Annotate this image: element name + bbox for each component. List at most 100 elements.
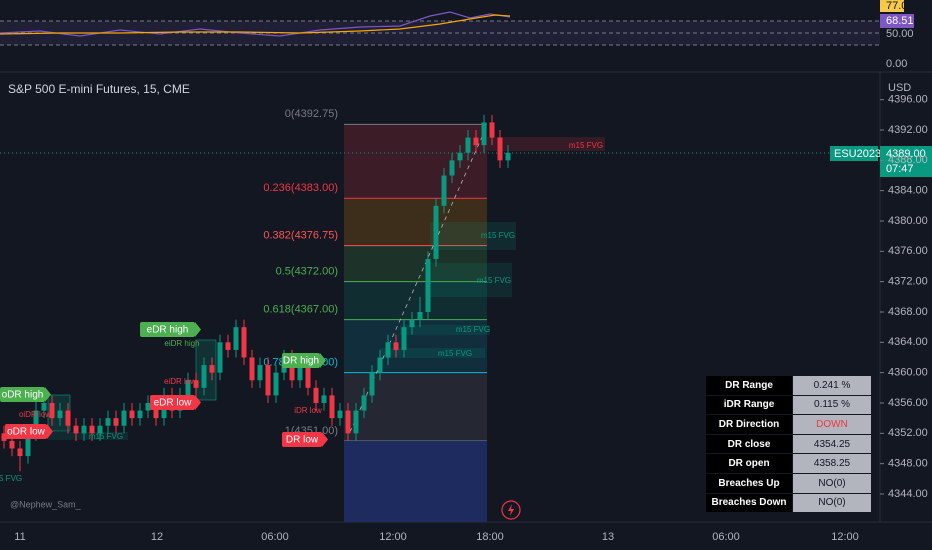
candle-body [81,425,87,434]
stats-value: 4358.25 [792,453,872,474]
candle-body [17,448,23,457]
annotation: m15 FVG [569,141,603,150]
alert-icon[interactable] [501,500,521,520]
dr-tag-label: eDR low [154,398,193,409]
candle-body [425,258,431,312]
alert-icon-bolt [508,504,514,516]
candle-body [185,380,191,396]
stats-key: iDR Range [705,394,793,416]
stats-table: DR Range 0.241 % iDR Range 0.115 % DR Direct… [705,375,872,514]
stats-row: Breaches Up NO(0) [705,472,872,494]
last-price: 4389.00 [886,148,926,160]
annotation: iDR low [294,406,322,415]
candle-body [321,395,327,403]
price-badge [880,146,932,177]
fib-zone [344,281,487,320]
stats-key: DR close [705,433,793,455]
stats-key: DR open [705,453,793,474]
candle-body [233,327,239,350]
dr-tag-pointer [322,432,328,447]
time-tick-label: 06:00 [261,531,289,543]
price-tick-label: 4380.00 [888,215,928,227]
dr-tag-pointer [47,424,53,439]
candle-body [265,365,271,396]
time-tick-label: 11 [14,531,25,543]
annotation: m15 FVG [481,231,515,240]
candle-body [257,365,263,381]
stats-row: DR Direction DOWN [705,414,872,435]
stats-value: DOWN [792,414,872,435]
stats-row: Breaches Down NO(0) [705,492,872,514]
dr-tag-pointer [195,322,201,337]
price-tick-label: 4396.00 [888,94,928,106]
fib-zone [344,319,487,373]
dr-tag [5,424,47,439]
candle-body [97,425,103,434]
indicator-label: 50.00 [886,28,914,40]
candle-body [457,152,463,161]
candle-body [89,425,95,434]
annotation: eiDR low [164,377,196,386]
candle-body [33,410,39,434]
time-tick-label: 18:00 [476,531,504,543]
time-tick-label: 12:00 [831,531,859,543]
chart-title: S&P 500 E-mini Futures, 15, CME [8,82,190,96]
candle-body [105,418,111,426]
candle-body [489,122,495,138]
dr-tag-pointer [195,395,201,410]
candle-body [113,418,119,426]
candle-body [505,152,511,161]
dr-tag [282,432,322,447]
candle-body [57,410,63,419]
fib-label: 0.382(4376.75) [263,230,338,242]
symbol-tag: ESU2023 [834,148,881,160]
time-tick-label: 06:00 [712,531,740,543]
candle-body [25,433,31,457]
candle-body [297,365,303,381]
annotation: m15 FVG [477,276,511,285]
annotation: m15 FVG [89,432,123,441]
price-tick-label: 4352.00 [888,427,928,439]
fib-label: 0(4392.75) [285,108,338,120]
candle-body [273,372,279,396]
annotation: m15 FVG [0,474,22,483]
indicator-label: 77.03 [886,0,914,12]
candle-body [345,410,351,434]
candle-body [329,395,335,419]
stats-row: DR Range 0.241 % [705,375,872,396]
price-tick-label: 4360.00 [888,367,928,379]
candle-body [417,311,423,320]
indicator-label: 68.51 [886,15,914,27]
dr-tag-label: DR high [283,356,319,367]
stats-value: NO(0) [792,472,872,494]
price-tick-label: 4364.00 [888,336,928,348]
candle-body [313,387,319,403]
candle-body [449,160,455,176]
candle-body [337,410,343,419]
dr-tag-label: eDR high [147,325,189,336]
candle-body [145,402,151,411]
dr-tag-label: oDR high [2,390,44,401]
time-tick-label: 13 [602,531,614,543]
time-tick-label: 12:00 [379,531,407,543]
candle-body [289,357,295,381]
fib-zone [344,198,487,246]
time-tick-label: 12 [151,531,163,543]
annotation: eiDR high [164,339,199,348]
candle-body [65,410,71,426]
price-tick-label: 4388.00 [888,154,928,166]
fib-label: 0.236(4383.00) [263,182,338,194]
candle-body [409,319,415,328]
candle-body [225,342,231,350]
candle-body [377,357,383,373]
fvg-box [426,263,512,297]
candle-body [441,175,447,206]
candle-body [401,327,407,350]
candle-body [121,410,127,426]
annotation: m15 FVG [438,349,472,358]
stats-row: iDR Range 0.115 % [705,394,872,416]
candle-body [241,327,247,358]
fib-zone [344,124,487,199]
